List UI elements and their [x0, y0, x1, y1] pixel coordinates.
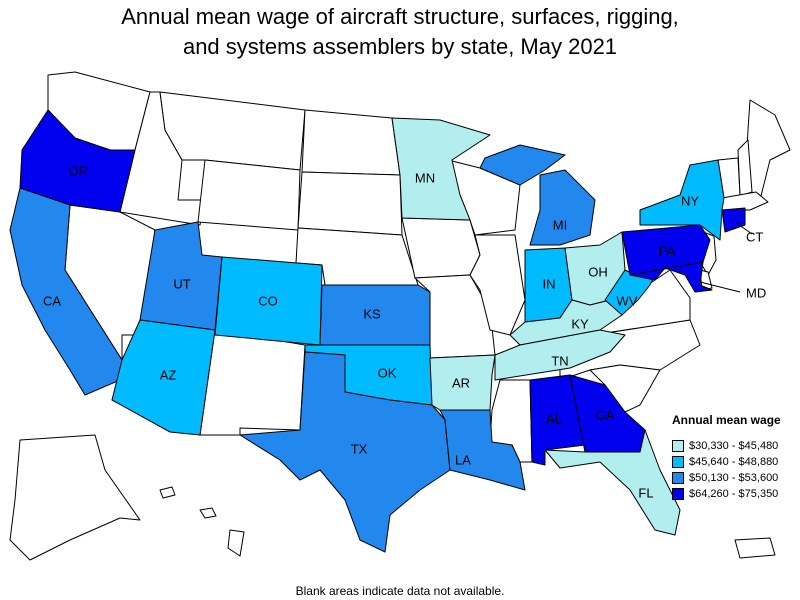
label-ut: UT — [173, 276, 190, 291]
state-or — [19, 109, 136, 213]
label-ct: CT — [746, 229, 763, 244]
state-la — [439, 409, 526, 491]
label-md: MD — [746, 285, 766, 300]
legend-item-1: $30,330 - $45,480 — [672, 438, 800, 454]
state-md — [629, 261, 713, 293]
state-mt — [159, 91, 306, 171]
legend-item-3: $50,130 - $53,600 — [672, 470, 800, 486]
map-title: Annual mean wage of aircraft structure, … — [0, 0, 800, 62]
label-az: AZ — [160, 367, 177, 382]
legend-title: Annual mean wage — [672, 413, 781, 427]
state-wy — [197, 159, 301, 231]
state-hi — [159, 486, 245, 557]
label-la: LA — [455, 452, 471, 467]
label-mn: MN — [415, 170, 435, 185]
wage-states — [9, 109, 746, 553]
legend-swatch-4 — [672, 488, 684, 500]
label-ok: OK — [378, 365, 397, 380]
state-ak — [9, 434, 141, 561]
state-sd — [297, 171, 403, 236]
map-legend: Annual mean wage $30,330 - $45,480 $45,6… — [672, 412, 800, 502]
state-az — [111, 319, 216, 436]
legend-swatch-1 — [672, 440, 684, 452]
state-ny — [639, 159, 725, 241]
territory-pr — [734, 537, 776, 559]
state-labels: OR CA UT CO AZ KS OK TX MN AR LA MI IN O… — [43, 163, 766, 500]
legend-label-1: $30,330 - $45,480 — [689, 440, 779, 452]
callout-line-md — [699, 281, 741, 293]
label-fl: FL — [638, 485, 653, 500]
state-mi — [479, 144, 596, 246]
legend-item-4: $64,260 - $75,350 — [672, 486, 800, 502]
callout-line-ct — [734, 221, 753, 235]
legend-item-2: $45,640 - $48,880 — [672, 454, 800, 470]
label-co: CO — [258, 293, 278, 308]
label-or: OR — [68, 163, 88, 178]
state-ct — [721, 207, 746, 233]
label-ar: AR — [452, 375, 470, 390]
legend-swatch-3 — [672, 472, 684, 484]
label-mi: MI — [553, 217, 567, 232]
state-mn — [391, 117, 491, 221]
label-ny: NY — [681, 193, 699, 208]
label-tn: TN — [551, 353, 568, 368]
legend-swatch-2 — [672, 456, 684, 468]
legend-label-4: $64,260 - $75,350 — [689, 488, 779, 500]
state-pa — [621, 224, 711, 276]
state-tn — [494, 329, 626, 381]
label-ca: CA — [43, 293, 61, 308]
title-line-2: and systems assemblers by state, May 202… — [182, 34, 618, 59]
state-nd — [301, 109, 401, 176]
label-wv: WV — [617, 293, 638, 308]
label-pa: PA — [659, 243, 676, 258]
label-ky: KY — [571, 316, 589, 331]
state-nm — [199, 329, 306, 436]
state-ca — [9, 187, 123, 396]
label-tx: TX — [351, 441, 368, 456]
state-de — [699, 269, 713, 291]
state-fl — [544, 429, 681, 536]
footnote: Blank areas indicate data not available. — [295, 584, 505, 598]
label-ga: GA — [596, 407, 615, 422]
label-al: AL — [546, 411, 562, 426]
legend-label-2: $45,640 - $48,880 — [689, 456, 779, 468]
label-oh: OH — [588, 264, 608, 279]
label-in: IN — [543, 276, 556, 291]
label-ks: KS — [363, 306, 381, 321]
state-ia — [401, 217, 481, 279]
title-line-1: Annual mean wage of aircraft structure, … — [121, 4, 679, 29]
legend-label-3: $50,130 - $53,600 — [689, 472, 779, 484]
state-il — [469, 234, 526, 336]
state-tx — [239, 351, 451, 553]
state-ks — [319, 284, 431, 346]
